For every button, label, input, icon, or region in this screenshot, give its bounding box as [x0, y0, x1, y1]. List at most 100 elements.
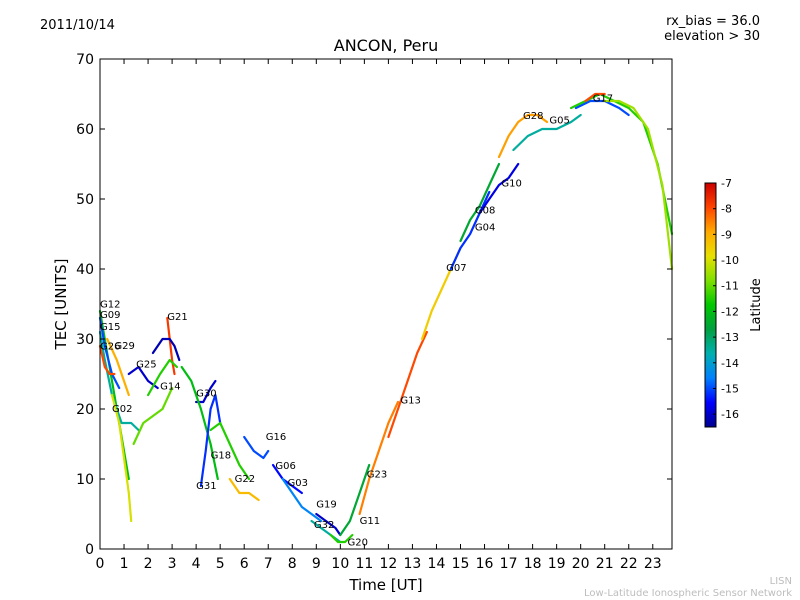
series-line-g17c — [603, 99, 674, 271]
series-line-g14 — [132, 386, 174, 446]
satellite-label-g17: G17 — [593, 94, 613, 105]
x-tick-label: 13 — [404, 556, 422, 572]
x-tick-label: 18 — [524, 556, 542, 572]
x-tick-label: 19 — [548, 556, 566, 572]
x-axis-label: Time [UT] — [348, 576, 422, 594]
series-line-g21 — [166, 316, 176, 376]
satellite-label-g11: G11 — [360, 516, 380, 527]
y-tick-label: 40 — [76, 262, 94, 278]
satellite-label-g14: G14 — [160, 381, 180, 392]
x-tick-label: 17 — [500, 556, 518, 572]
series-layer — [98, 92, 674, 544]
y-tick-label: 70 — [76, 52, 94, 68]
series-line-g03 — [281, 477, 323, 523]
satellite-label-g07: G07 — [446, 263, 466, 274]
series-line-g17d — [584, 92, 606, 103]
rx-bias-note: rx_bias = 36.0 — [666, 14, 760, 29]
plot-frame — [99, 58, 673, 550]
satellite-label-g09: G09 — [100, 310, 120, 321]
y-tick-label: 50 — [76, 192, 94, 208]
series-line-g28 — [497, 113, 549, 159]
satellite-label-g22: G22 — [235, 474, 255, 485]
satellite-label-g16: G16 — [266, 432, 286, 443]
satellite-label-g29: G29 — [114, 341, 134, 352]
satellite-label-g02: G02 — [112, 404, 132, 415]
satellite-label-g05: G05 — [549, 115, 569, 126]
colorbar-tick-label: -7 — [721, 177, 732, 190]
x-tick-label: 2 — [144, 556, 153, 572]
series-line-g14b — [147, 358, 178, 397]
series-line-g23 — [358, 400, 400, 516]
x-tick-label: 15 — [452, 556, 470, 572]
series-line-g20 — [329, 533, 354, 544]
x-tick-label: 8 — [288, 556, 297, 572]
series-line-g13 — [387, 330, 428, 439]
series-line-g18 — [180, 365, 219, 481]
satellite-label-g26: G26 — [100, 342, 120, 353]
date-label: 2011/10/14 — [40, 18, 115, 33]
satellite-label-g21: G21 — [167, 312, 187, 323]
colorbar-tick-label: -16 — [721, 408, 739, 421]
satellite-label-g32: G32 — [314, 520, 334, 531]
satellite-label-g18: G18 — [211, 451, 231, 462]
series-line-g26 — [98, 344, 116, 376]
series-line-g11 — [339, 463, 371, 537]
series-line-g19 — [315, 512, 342, 537]
x-tick-label: 1 — [120, 556, 129, 572]
series-line-g10 — [478, 162, 520, 215]
series-line-g06 — [271, 463, 303, 495]
x-tick-label: 14 — [428, 556, 446, 572]
colorbar-tick-label: -10 — [721, 254, 739, 267]
satellite-label-g12: G12 — [100, 300, 120, 311]
satellite-label-g23: G23 — [367, 470, 387, 481]
x-tick-label: 21 — [596, 556, 614, 572]
elevation-note: elevation > 30 — [664, 29, 760, 44]
colorbar-tick-label: -12 — [721, 305, 739, 318]
satellite-label-g30: G30 — [196, 388, 216, 399]
satellite-label-g28: G28 — [523, 111, 543, 122]
x-tick-label: 0 — [96, 556, 105, 572]
colorbar-tick-label: -13 — [721, 331, 739, 344]
y-tick-label: 10 — [76, 472, 94, 488]
y-axis-label: TEC [UNITS] — [52, 259, 70, 351]
colorbar-tick-label: -15 — [721, 382, 739, 395]
colorbar-label: Latitude — [749, 278, 764, 332]
satellite-label-g06: G06 — [275, 461, 295, 472]
series-line-g09 — [98, 316, 121, 390]
satellite-label-g15: G15 — [100, 322, 120, 333]
x-tick-label: 5 — [216, 556, 225, 572]
series-line-g05 — [512, 113, 582, 152]
x-tick-label: 20 — [572, 556, 590, 572]
x-tick-label: 7 — [264, 556, 273, 572]
series-line-g21b — [151, 337, 181, 362]
satellite-label-g25: G25 — [136, 360, 156, 371]
satellite-label-g20: G20 — [348, 538, 368, 549]
x-tick-label: 6 — [240, 556, 249, 572]
colorbar-tick-label: -9 — [721, 228, 732, 241]
x-tick-label: 3 — [168, 556, 177, 572]
colorbar-tick-label: -14 — [721, 357, 739, 370]
y-tick-label: 60 — [76, 122, 94, 138]
y-tick-label: 0 — [85, 542, 94, 558]
series-line-g15 — [98, 330, 140, 432]
x-tick-label: 4 — [192, 556, 201, 572]
credit-short: LISN — [769, 576, 792, 587]
series-line-g04 — [449, 190, 491, 271]
x-tick-label: 22 — [620, 556, 638, 572]
series-line-g29 — [106, 337, 130, 397]
x-tick-label: 16 — [476, 556, 494, 572]
chart-title: ANCON, Peru — [333, 36, 439, 55]
x-tick-label: 11 — [355, 556, 373, 572]
series-line-g31 — [199, 393, 222, 488]
satellite-label-g04: G04 — [475, 223, 495, 234]
y-tick-label: 20 — [76, 402, 94, 418]
series-line-g30 — [195, 379, 217, 404]
colorbar-gradient-bar — [704, 182, 717, 428]
satellite-label-g31: G31 — [196, 481, 216, 492]
colorbar-tick-label: -11 — [721, 280, 739, 293]
satellite-label-g19: G19 — [316, 500, 336, 511]
credit-long: Low-Latitude Ionospheric Sensor Network — [584, 588, 792, 599]
axis-layer: 0 1 2 3 4 5 6 7 8 9 10 11 12 13 14 15 16 17 18 19 20 21 22 2301… — [76, 52, 672, 572]
